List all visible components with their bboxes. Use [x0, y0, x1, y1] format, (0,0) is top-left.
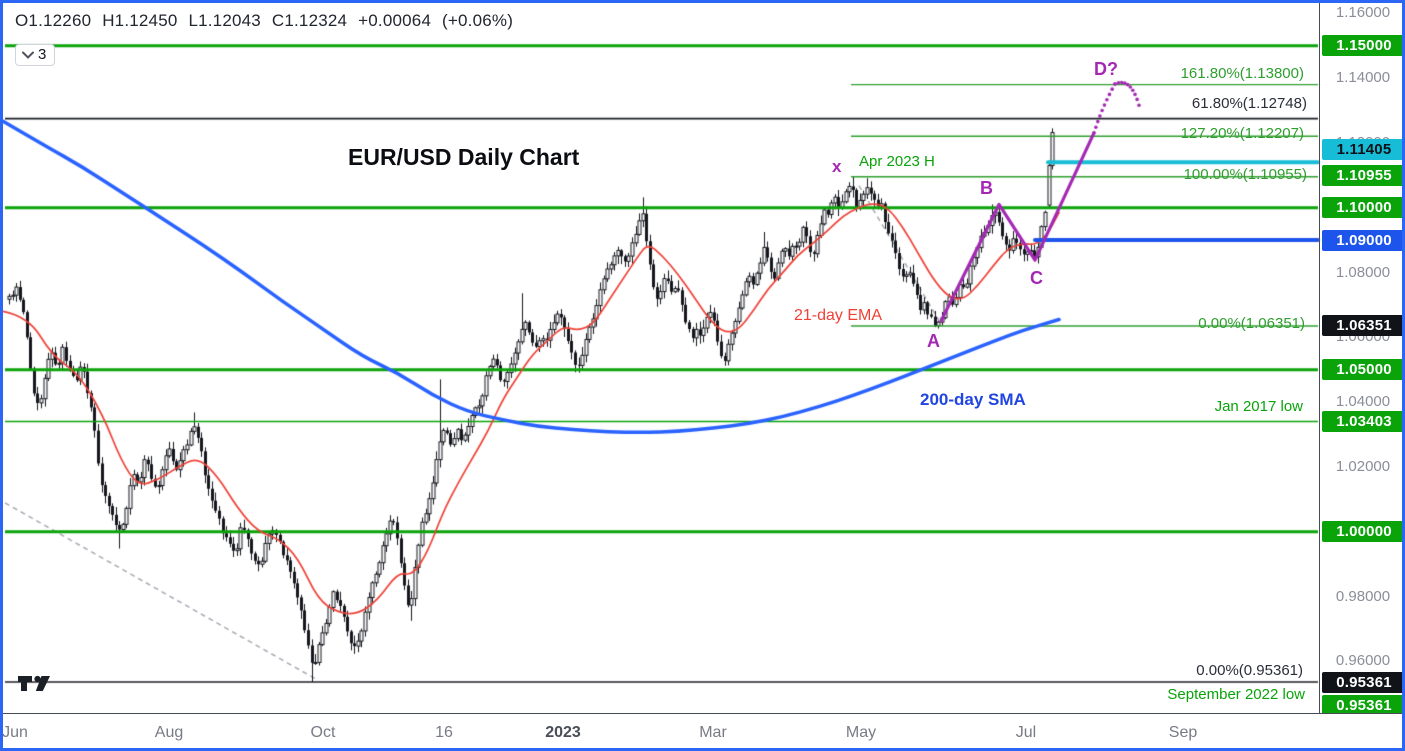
time-axis[interactable]: Jun Aug Oct 16 2023 Mar May Jul Sep	[2, 713, 1402, 748]
price-chart-canvas[interactable]	[3, 3, 1402, 748]
x-axis-label-Mar: Mar	[699, 724, 727, 741]
legend-source-toggle[interactable]: 3	[15, 44, 56, 66]
chart-title[interactable]: EUR/USD Daily Chart	[348, 144, 580, 170]
price-badge-0.95361: 0.95361	[1322, 671, 1402, 693]
x-axis-label-Jun: Jun	[2, 724, 28, 741]
price-axis-separator	[1319, 3, 1320, 748]
fib-label-1272[interactable]: 127.20%(1.12207)	[1180, 125, 1304, 142]
y-axis-tick-1.04000: 1.04000	[1335, 393, 1391, 411]
legend-count: 3	[38, 46, 47, 63]
x-axis-label-Oct: Oct	[310, 724, 336, 741]
y-axis-tick-0.98000: 0.98000	[1335, 587, 1391, 605]
wave-marker-x[interactable]: x	[832, 157, 842, 176]
price-badge-0.95361: 0.95361	[1322, 694, 1402, 716]
price-badge-1.10955: 1.10955	[1322, 165, 1402, 187]
fib-label-0-a[interactable]: 0.00%(1.06351)	[1198, 315, 1305, 332]
price-badge-1.00000: 1.00000	[1322, 521, 1402, 543]
y-axis-tick-1.16000: 1.16000	[1335, 4, 1391, 22]
price-badge-1.06351: 1.06351	[1322, 315, 1402, 337]
x-axis-label-16: 16	[435, 724, 453, 741]
fib-label-618[interactable]: 61.80%(1.12748)	[1191, 95, 1307, 112]
wave-marker-a[interactable]: A	[927, 331, 940, 351]
y-axis-tick-1.02000: 1.02000	[1335, 457, 1391, 475]
x-axis-label-Aug: Aug	[154, 724, 184, 741]
tradingview-logo[interactable]	[17, 672, 53, 699]
ohlc-legend: O1.12260 H1.12450 L1.12043 C1.12324 +0.0…	[15, 11, 514, 30]
price-badge-1.05000: 1.05000	[1322, 359, 1402, 381]
ema-label[interactable]: 21-day EMA	[794, 307, 883, 324]
price-badge-1.11405: 1.11405	[1322, 138, 1402, 160]
fib-label-100[interactable]: 100.00%(1.10955)	[1183, 166, 1307, 183]
wave-marker-b[interactable]: B	[980, 178, 993, 198]
x-axis-label-Jul: Jul	[1015, 724, 1037, 741]
fib-label-0-b[interactable]: 0.00%(0.95361)	[1196, 662, 1303, 679]
price-badge-1.15000: 1.15000	[1322, 35, 1402, 57]
apr-2023-high-label[interactable]: Apr 2023 H	[859, 153, 935, 170]
y-axis-tick-1.14000: 1.14000	[1335, 69, 1391, 87]
x-axis-label-May: May	[845, 724, 877, 741]
x-axis-label-2023: 2023	[545, 724, 581, 741]
chevron-down-icon	[22, 51, 34, 59]
y-axis-tick-0.96000: 0.96000	[1335, 652, 1391, 670]
jan-2017-low-label[interactable]: Jan 2017 low	[1214, 398, 1303, 415]
price-badge-1.10000: 1.10000	[1322, 197, 1402, 219]
wave-marker-d[interactable]: D?	[1094, 59, 1118, 79]
wave-marker-c[interactable]: C	[1030, 268, 1043, 288]
price-badge-1.09000: 1.09000	[1322, 229, 1402, 251]
x-axis-label-Sep: Sep	[1168, 724, 1198, 741]
y-axis-tick-1.08000: 1.08000	[1335, 263, 1391, 281]
price-badge-1.03403: 1.03403	[1322, 410, 1402, 432]
fib-label-1618[interactable]: 161.80%(1.13800)	[1180, 65, 1304, 82]
sep-2022-low-label[interactable]: September 2022 low	[1167, 686, 1305, 703]
sma-label[interactable]: 200-day SMA	[920, 390, 1026, 409]
